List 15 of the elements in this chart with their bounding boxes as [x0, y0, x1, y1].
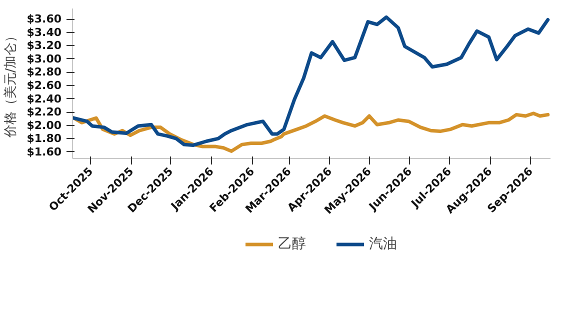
y-tick-label: $3.00: [26, 52, 62, 66]
y-tick-label: $3.60: [26, 12, 62, 26]
y-tick-label: $2.60: [26, 78, 62, 92]
y-tick-label: $2.00: [26, 118, 62, 132]
y-tick-label: $3.20: [26, 39, 62, 52]
y-tick-label: $1.60: [26, 145, 62, 158]
y-tick-label: $3.40: [26, 26, 62, 39]
y-tick-label: $1.80: [26, 132, 62, 146]
y-tick-label: $2.80: [26, 66, 62, 79]
y-tick-label: $2.40: [26, 92, 62, 106]
y-axis-title: 价格（美元/加仑）: [2, 29, 19, 139]
y-tick-label: $2.20: [26, 106, 62, 119]
legend-label: 乙醇: [278, 235, 306, 253]
line-series: [72, 15, 550, 147]
legend-label: 汽油: [369, 235, 397, 253]
